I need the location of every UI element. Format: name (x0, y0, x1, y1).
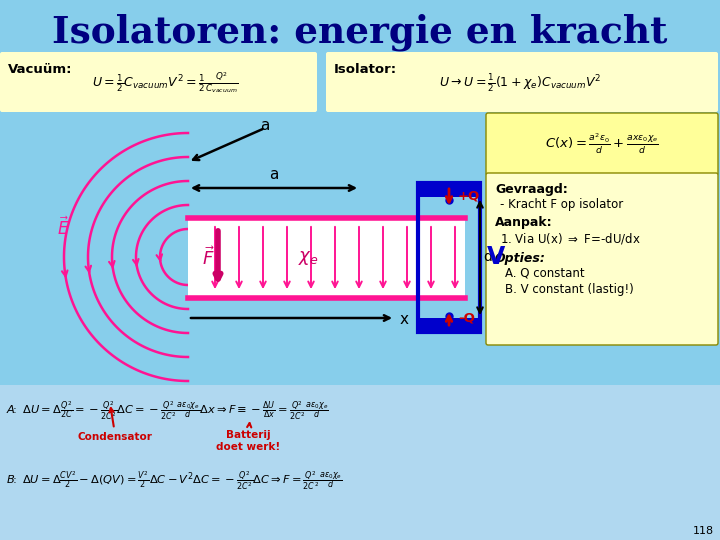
Text: Aanpak:: Aanpak: (495, 216, 553, 229)
Bar (418, 318, 480, 332)
FancyBboxPatch shape (326, 52, 718, 112)
Text: A. Q constant: A. Q constant (505, 267, 585, 280)
FancyBboxPatch shape (486, 173, 718, 345)
Text: Condensator: Condensator (78, 408, 153, 442)
Text: 1. Via U(x) $\Rightarrow$ F=-dU/dx: 1. Via U(x) $\Rightarrow$ F=-dU/dx (500, 231, 641, 246)
Text: +Q: +Q (458, 190, 480, 202)
Bar (418, 183, 480, 332)
Bar (418, 183, 480, 197)
Text: Gevraagd:: Gevraagd: (495, 183, 568, 196)
Text: a: a (269, 167, 279, 182)
Text: -Q: -Q (458, 312, 475, 325)
Text: $\vec{F}$: $\vec{F}$ (202, 247, 215, 269)
Text: V: V (487, 245, 505, 269)
Text: $\vec{E}$: $\vec{E}$ (57, 217, 69, 239)
Text: d: d (483, 250, 492, 264)
FancyBboxPatch shape (486, 113, 718, 175)
Text: Isolator:: Isolator: (334, 63, 397, 76)
Text: Batterij
doet werk!: Batterij doet werk! (216, 423, 280, 452)
Text: Isolatoren: energie en kracht: Isolatoren: energie en kracht (53, 14, 667, 51)
Text: 118: 118 (693, 526, 714, 536)
Bar (188, 218, 465, 298)
Text: - Kracht F op isolator: - Kracht F op isolator (500, 198, 624, 211)
Bar (0, 385, 720, 540)
Text: Opties:: Opties: (495, 252, 546, 265)
Text: $C(x) = \frac{a^2\varepsilon_0}{d} + \frac{ax\varepsilon_0\chi_e}{d}$: $C(x) = \frac{a^2\varepsilon_0}{d} + \fr… (545, 132, 659, 156)
Text: Vacuüm:: Vacuüm: (8, 63, 73, 76)
Text: $U = \frac{1}{2}C_{vacuum}V^2 = \frac{1}{2}\frac{Q^2}{C_{vacuum}}$: $U = \frac{1}{2}C_{vacuum}V^2 = \frac{1}… (92, 71, 238, 96)
Text: a: a (260, 118, 269, 132)
Text: $U \rightarrow U = \frac{1}{2}(1+\chi_e)C_{vacuum}V^2$: $U \rightarrow U = \frac{1}{2}(1+\chi_e)… (438, 72, 601, 94)
Text: x: x (400, 313, 409, 327)
FancyBboxPatch shape (0, 52, 317, 112)
Text: B. V constant (lastig!): B. V constant (lastig!) (505, 283, 634, 296)
Text: $A\!\!:\ \Delta U = \Delta\frac{Q^2}{2C} = -\frac{Q^2}{2C^2}\Delta C = -\frac{Q^: $A\!\!:\ \Delta U = \Delta\frac{Q^2}{2C}… (6, 400, 329, 422)
Text: $\chi_e$: $\chi_e$ (298, 249, 319, 267)
Text: $B\!\!:\ \Delta U = \Delta\frac{CV^2}{2} - \Delta(QV) = \frac{V^2}{2}\Delta C - : $B\!\!:\ \Delta U = \Delta\frac{CV^2}{2}… (6, 470, 343, 492)
